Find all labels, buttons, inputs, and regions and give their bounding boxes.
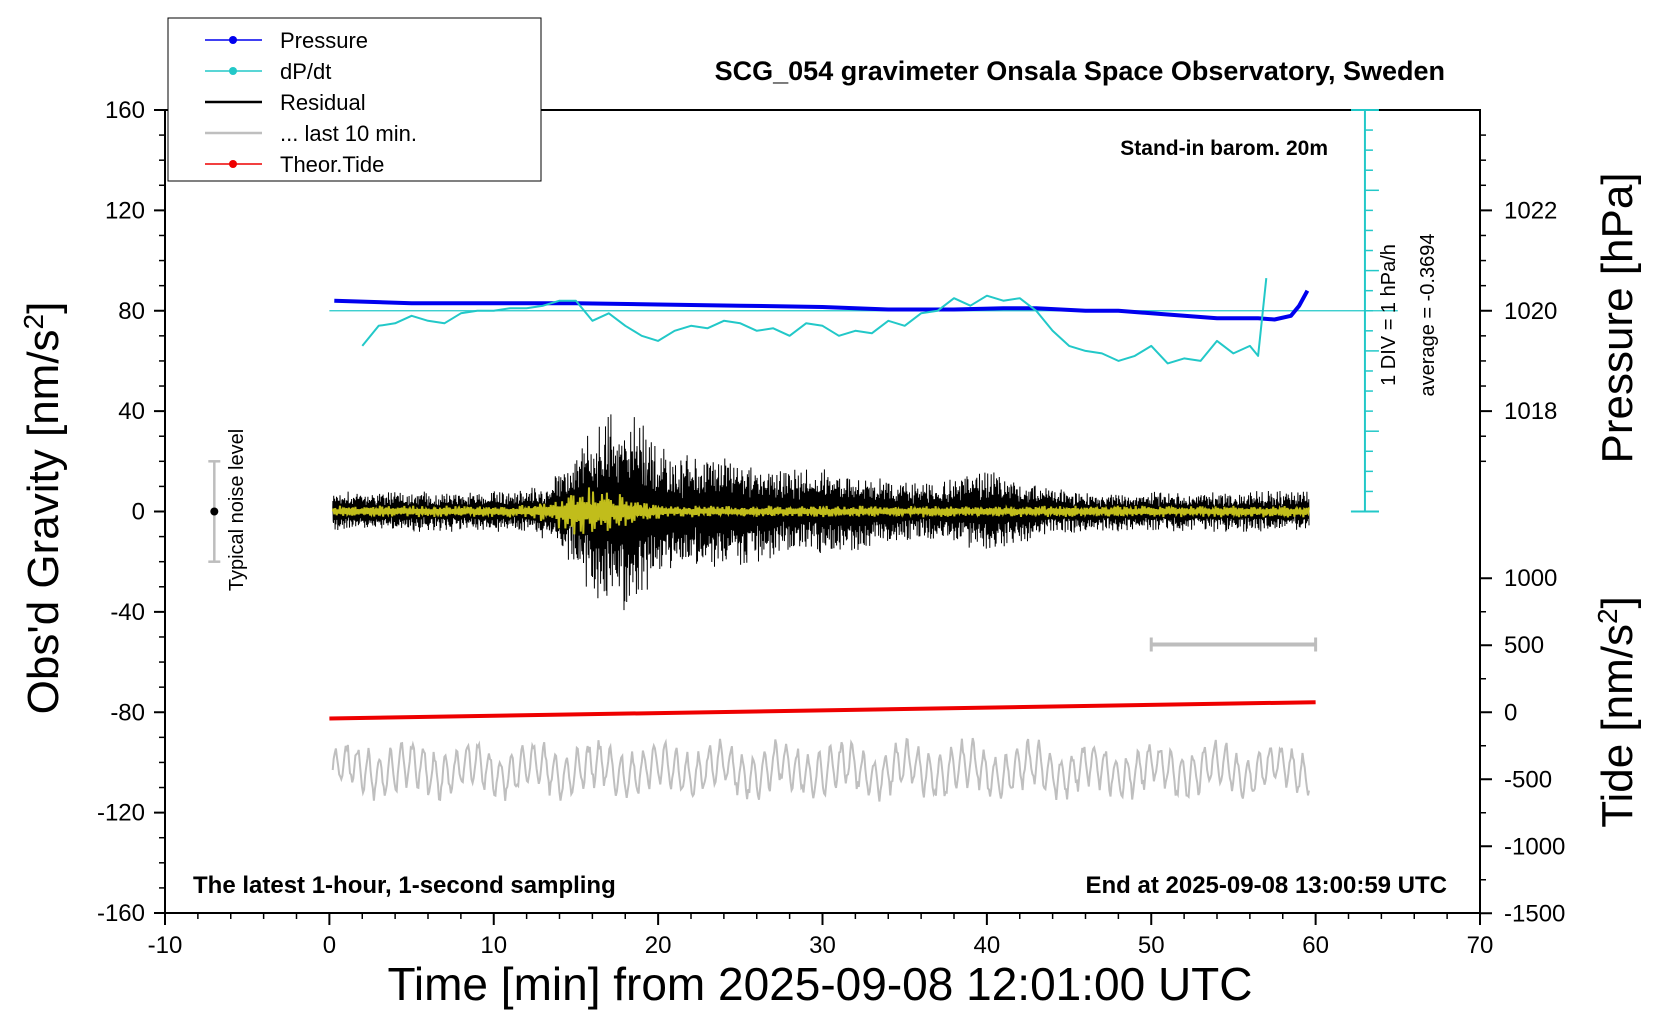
x-tick-label: 40 — [974, 932, 1001, 959]
pressure-axis: 1018 1020 1022 — [1480, 134, 1557, 463]
tide-tick-label: -1000 — [1504, 833, 1565, 860]
legend-marker — [229, 67, 237, 75]
tide-axis: 1000 500 0 -500 -1000 -1500 — [1480, 565, 1565, 927]
pressure-axis-label: Pressure [hPa] — [1593, 172, 1642, 463]
tide-tick-label: -500 — [1504, 766, 1552, 793]
legend-label: Residual — [280, 90, 366, 115]
tide-tick-label: 1000 — [1504, 565, 1557, 592]
x-tick-label: 30 — [809, 932, 836, 959]
tide-tick-label: 0 — [1504, 699, 1517, 726]
subtitle-right: End at 2025-09-08 13:00:59 UTC — [1086, 872, 1448, 899]
series-theor-tide — [329, 700, 1316, 721]
legend-marker — [229, 160, 237, 168]
last-10-min-line — [331, 737, 1310, 802]
legend-marker — [229, 36, 237, 44]
left-axis: -160 -120 -80 -40 0 40 80 120 160 — [97, 97, 165, 927]
x-tick-label: 50 — [1138, 932, 1165, 959]
x-axis: -10 0 10 20 30 40 50 60 70 — [148, 913, 1494, 959]
dpdt-scale — [208, 109, 1398, 652]
legend: Pressure dP/dt Residual ... last 10 min. The… — [167, 17, 542, 182]
left-tick-label: 120 — [105, 197, 145, 224]
pressure-tick-label: 1020 — [1504, 298, 1557, 325]
smoothed-residual-line — [331, 487, 1310, 535]
subtitle-left: The latest 1-hour, 1-second sampling — [193, 872, 616, 899]
noise-level-label: Typical noise level — [226, 429, 248, 591]
legend-box — [167, 17, 542, 182]
left-tick-label: 40 — [118, 398, 145, 425]
series-pressure — [334, 289, 1310, 322]
left-tick-label: 160 — [105, 97, 145, 124]
left-tick-label: 80 — [118, 298, 145, 325]
tide-axis-label: Tide [nm/s2] — [1592, 596, 1643, 828]
x-tick-label: 10 — [480, 932, 507, 959]
tide-tick-label: 500 — [1504, 632, 1544, 659]
legend-label: Pressure — [280, 28, 368, 53]
x-axis-label: Time [min] from 2025-09-08 12:01:00 UTC — [388, 958, 1253, 1010]
x-tick-label: 20 — [645, 932, 672, 959]
noise-center-dot — [210, 507, 219, 516]
left-tick-label: -80 — [110, 699, 145, 726]
x-tick-label: -10 — [148, 932, 183, 959]
series-layer — [329, 277, 1316, 802]
x-tick-label: 60 — [1302, 932, 1329, 959]
stand-in-note: Stand-in barom. 20m — [1120, 137, 1328, 160]
left-tick-label: -40 — [110, 599, 145, 626]
x-tick-label: 70 — [1467, 932, 1494, 959]
left-tick-label: -160 — [97, 900, 145, 927]
dpdt-average-label: average = -0.3694 — [1417, 234, 1439, 397]
left-axis-label: Obs'd Gravity [nm/s2] — [18, 302, 69, 715]
pressure-tick-label: 1018 — [1504, 398, 1557, 425]
tide-tick-label: -1500 — [1504, 900, 1565, 927]
x-tick-label: 0 — [323, 932, 336, 959]
legend-label: Theor.Tide — [280, 152, 384, 177]
dpdt-scale-label: 1 DIV = 1 hPa/h — [1378, 244, 1400, 386]
legend-label: ... last 10 min. — [280, 121, 417, 146]
left-tick-label: 0 — [132, 499, 145, 526]
series-dp-dt — [361, 277, 1268, 365]
left-tick-label: -120 — [97, 800, 145, 827]
legend-label: dP/dt — [280, 59, 331, 84]
pressure-tick-label: 1022 — [1504, 197, 1557, 224]
residual-line — [332, 414, 1310, 611]
chart-title: SCG_054 gravimeter Onsala Space Observat… — [715, 56, 1445, 86]
